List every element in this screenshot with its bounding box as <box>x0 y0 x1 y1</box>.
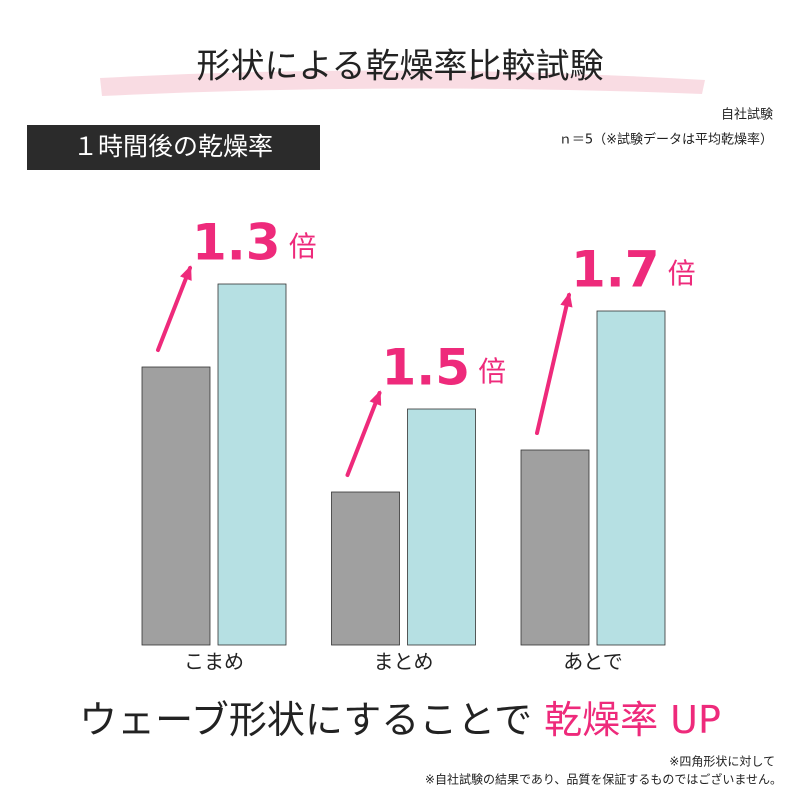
arrow-shaft <box>535 293 571 435</box>
x-tick-label: まとめ <box>374 650 434 674</box>
ratio-unit: 倍 <box>668 257 696 290</box>
bar <box>407 408 476 646</box>
subtitle: １時間後の乾燥率 <box>73 132 273 161</box>
headline-text: ウェーブ形状にすることで <box>79 698 532 742</box>
x-tick-label: こまめ <box>184 650 244 674</box>
subtitle-box <box>27 125 320 170</box>
arrow-shaft <box>345 391 382 477</box>
arrow-head <box>369 390 382 406</box>
note: ｎ＝5（※試験データは平均乾燥率） <box>559 132 773 148</box>
headline-emphasis: 乾燥率 UP <box>544 698 721 742</box>
bar <box>520 449 590 646</box>
ratio-label: 1.7 <box>571 241 660 299</box>
bar <box>217 283 287 646</box>
headline: ウェーブ形状にすることで 乾燥率 UP <box>79 698 721 742</box>
note: 自社試験 <box>721 107 773 123</box>
arrow-head <box>180 265 192 281</box>
arrow-head <box>560 292 573 308</box>
bar <box>141 366 211 646</box>
arrow-shaft <box>156 266 192 352</box>
ratio-label: 1.5 <box>382 339 471 397</box>
ratio-unit: 倍 <box>478 355 506 388</box>
bar <box>596 310 666 646</box>
footnote: ※自社試験の結果であり、品質を保証するものではございません。 <box>425 772 782 787</box>
title-brush <box>100 70 705 96</box>
ratio-label: 1.3 <box>192 214 281 272</box>
chart-title: 形状による乾燥率比較試験 <box>197 47 604 87</box>
x-tick-label: あとで <box>563 650 622 674</box>
bar <box>331 491 400 646</box>
ratio-unit: 倍 <box>289 230 317 263</box>
footnote: ※四角形状に対して <box>669 755 775 769</box>
